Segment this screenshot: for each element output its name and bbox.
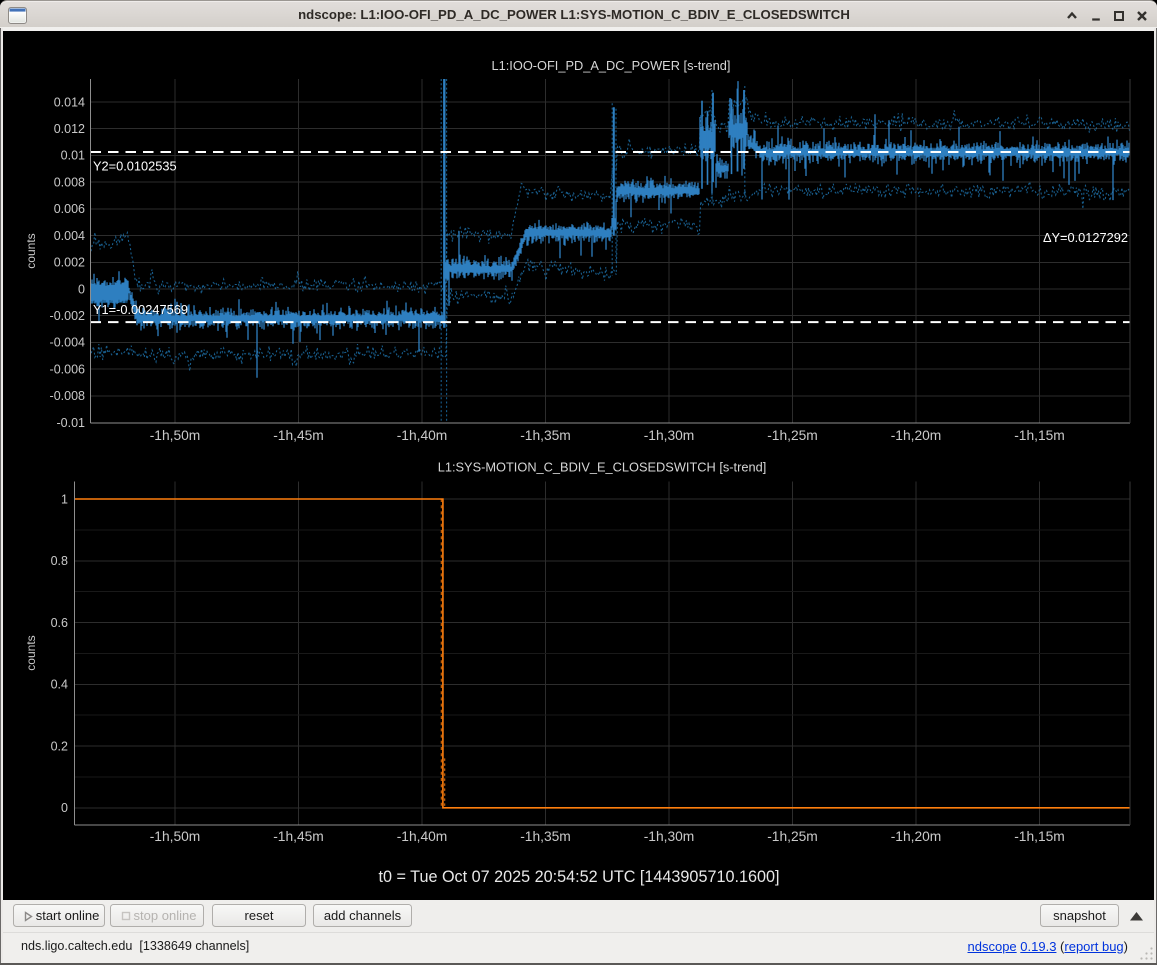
svg-text:-1h,35m: -1h,35m <box>520 829 571 844</box>
svg-text:-1h,20m: -1h,20m <box>891 829 942 844</box>
svg-text:-1h,45m: -1h,45m <box>273 428 324 443</box>
svg-text:0.008: 0.008 <box>54 175 85 189</box>
svg-text:0.6: 0.6 <box>51 616 68 630</box>
svg-text:counts: counts <box>24 233 38 268</box>
svg-text:t0 = Tue Oct 07 2025 20:54:52: t0 = Tue Oct 07 2025 20:54:52 UTC [14439… <box>379 868 780 886</box>
svg-text:0.004: 0.004 <box>54 229 85 243</box>
svg-text:-1h,25m: -1h,25m <box>767 829 818 844</box>
svg-text:0.2: 0.2 <box>51 739 68 753</box>
svg-text:-1h,50m: -1h,50m <box>150 829 201 844</box>
svg-text:counts: counts <box>24 635 38 670</box>
svg-text:L1:IOO-OFI_PD_A_DC_POWER [s-tr: L1:IOO-OFI_PD_A_DC_POWER [s-trend] <box>492 58 731 73</box>
svg-text:-1h,45m: -1h,45m <box>273 829 324 844</box>
svg-text:0.014: 0.014 <box>54 95 85 109</box>
svg-text:L1:SYS-MOTION_C_BDIV_E_CLOSEDS: L1:SYS-MOTION_C_BDIV_E_CLOSEDSWITCH [s-t… <box>438 460 767 475</box>
svg-text:1: 1 <box>61 492 68 506</box>
svg-text:-1h,30m: -1h,30m <box>644 428 695 443</box>
svg-text:0.01: 0.01 <box>61 149 85 163</box>
svg-text:-1h,15m: -1h,15m <box>1014 428 1065 443</box>
svg-text:ΔY=0.0127292: ΔY=0.0127292 <box>1043 230 1128 245</box>
svg-text:-1h,30m: -1h,30m <box>644 829 695 844</box>
svg-text:0.006: 0.006 <box>54 202 85 216</box>
svg-text:-1h,35m: -1h,35m <box>520 428 571 443</box>
svg-text:-0.01: -0.01 <box>57 416 86 430</box>
svg-text:0: 0 <box>61 801 68 815</box>
svg-text:-1h,20m: -1h,20m <box>891 428 942 443</box>
svg-text:Y2=0.0102535: Y2=0.0102535 <box>93 159 177 174</box>
svg-text:-1h,40m: -1h,40m <box>397 829 448 844</box>
svg-text:-1h,15m: -1h,15m <box>1014 829 1065 844</box>
svg-text:0.002: 0.002 <box>54 256 85 270</box>
svg-text:Y1=-0.00247569: Y1=-0.00247569 <box>93 302 188 317</box>
svg-text:-0.002: -0.002 <box>50 309 85 323</box>
svg-text:-0.008: -0.008 <box>50 389 85 403</box>
svg-text:0: 0 <box>78 282 85 296</box>
svg-text:0.8: 0.8 <box>51 554 68 568</box>
svg-text:-1h,40m: -1h,40m <box>397 428 448 443</box>
svg-text:0.012: 0.012 <box>54 122 85 136</box>
svg-text:-1h,50m: -1h,50m <box>150 428 201 443</box>
svg-text:-1h,25m: -1h,25m <box>767 428 818 443</box>
svg-text:0.4: 0.4 <box>51 678 68 692</box>
svg-text:-0.004: -0.004 <box>50 336 85 350</box>
svg-text:-0.006: -0.006 <box>50 362 85 376</box>
